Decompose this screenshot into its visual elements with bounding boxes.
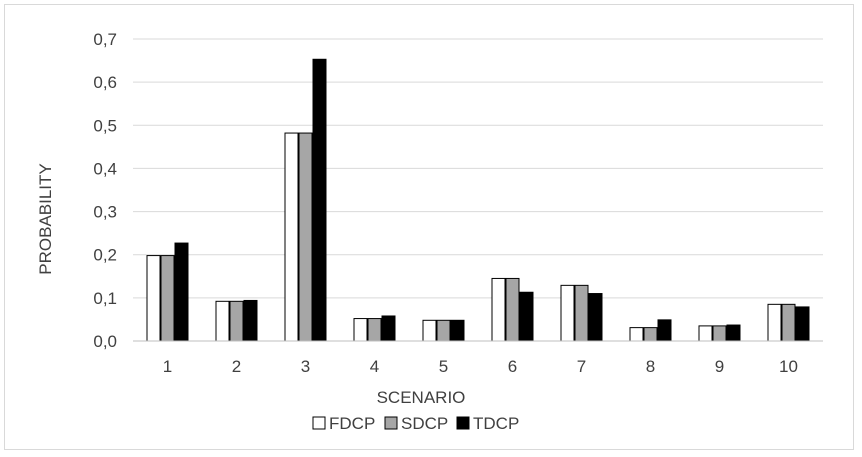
legend-label-sdcp: SDCP xyxy=(401,414,448,433)
x-tick-label: 10 xyxy=(779,357,798,376)
legend-label-fdcp: FDCP xyxy=(329,414,375,433)
bars xyxy=(146,58,810,342)
x-tick-label: 2 xyxy=(232,357,241,376)
bar-tdcp-3 xyxy=(312,58,327,342)
gridlines xyxy=(133,38,823,299)
bar-fdcp-6 xyxy=(491,277,506,342)
legend-swatch-tdcp xyxy=(456,416,470,430)
x-axis-title: SCENARIO xyxy=(377,388,466,407)
bar-fdcp-9 xyxy=(698,325,713,342)
x-tick-label: 7 xyxy=(577,357,586,376)
bar-sdcp-9 xyxy=(712,325,727,342)
bar-sdcp-1 xyxy=(160,255,175,342)
bar-fdcp-3 xyxy=(284,132,299,342)
y-tick-label: 0,3 xyxy=(93,203,117,222)
bar-fdcp-10 xyxy=(767,303,782,342)
bar-sdcp-4 xyxy=(367,318,382,342)
y-tick-label: 0,2 xyxy=(93,246,117,265)
bar-sdcp-6 xyxy=(505,277,520,342)
x-tick-label: 8 xyxy=(646,357,655,376)
x-tick-label: 4 xyxy=(370,357,379,376)
bar-tdcp-6 xyxy=(519,291,534,342)
y-tick-label: 0,5 xyxy=(93,116,117,135)
bar-sdcp-10 xyxy=(781,303,796,342)
bar-sdcp-2 xyxy=(229,300,244,342)
bar-tdcp-5 xyxy=(450,319,465,342)
x-tick-label: 6 xyxy=(508,357,517,376)
y-tick-label: 0,1 xyxy=(93,289,117,308)
x-tick-label: 9 xyxy=(715,357,724,376)
legend-swatch-sdcp xyxy=(384,416,398,430)
x-tick-label: 5 xyxy=(439,357,448,376)
legend: FDCP SDCP TDCP xyxy=(312,414,519,433)
bar-chart: 0,0 0,1 0,2 0,3 0,4 0,5 0,6 0,7 1 2 3 4 5 6 7 8 9 10 PROB… xyxy=(36,30,823,433)
chart-frame: 0,0 0,1 0,2 0,3 0,4 0,5 0,6 0,7 1 2 3 4 5 6 7 8 9 10 PROB… xyxy=(4,4,854,450)
bar-sdcp-8 xyxy=(643,327,658,342)
bar-sdcp-3 xyxy=(298,132,313,342)
bar-sdcp-7 xyxy=(574,284,589,342)
bar-tdcp-10 xyxy=(795,306,810,342)
bar-fdcp-7 xyxy=(560,284,575,342)
bar-tdcp-8 xyxy=(657,319,672,342)
legend-label-tdcp: TDCP xyxy=(473,414,519,433)
bar-sdcp-5 xyxy=(436,319,451,342)
x-tick-label: 1 xyxy=(163,357,172,376)
bar-fdcp-1 xyxy=(146,255,161,342)
bar-tdcp-9 xyxy=(726,324,741,342)
axes: 0,0 0,1 0,2 0,3 0,4 0,5 0,6 0,7 1 2 3 4 5 6 7 8 9 10 xyxy=(93,30,823,376)
bar-tdcp-4 xyxy=(381,315,396,342)
y-tick-label: 0,0 xyxy=(93,332,117,351)
y-axis-title: PROBABILITY xyxy=(36,163,55,274)
y-tick-label: 0,4 xyxy=(93,159,117,178)
bar-fdcp-5 xyxy=(422,319,437,342)
y-tick-label: 0,7 xyxy=(93,30,117,49)
y-tick-label: 0,6 xyxy=(93,73,117,92)
legend-swatch-fdcp xyxy=(312,416,326,430)
x-tick-label: 3 xyxy=(301,357,310,376)
bar-fdcp-8 xyxy=(629,327,644,342)
bar-fdcp-4 xyxy=(353,318,368,342)
bar-tdcp-2 xyxy=(243,299,258,342)
bar-tdcp-1 xyxy=(174,242,189,342)
bar-tdcp-7 xyxy=(588,293,603,342)
bar-fdcp-2 xyxy=(215,300,230,342)
